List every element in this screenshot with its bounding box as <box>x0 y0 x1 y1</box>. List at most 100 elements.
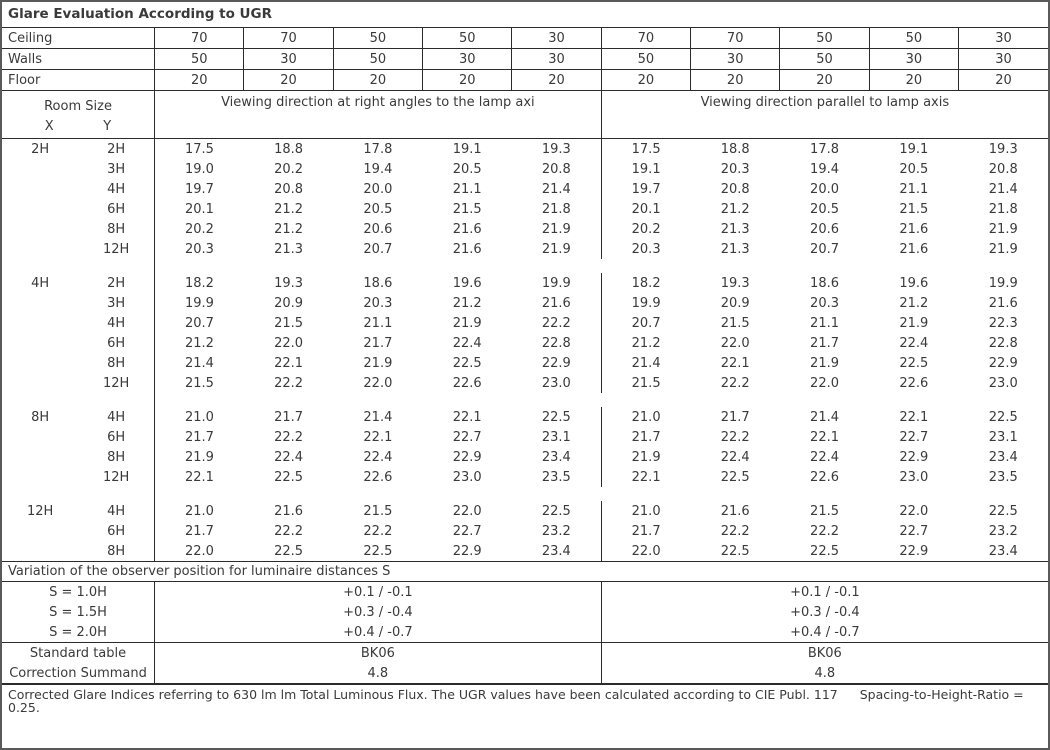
ugr-value: 22.5 <box>988 503 1018 519</box>
correction-summand-value-right: 4.8 <box>601 663 1048 685</box>
ugr-value: 21.9 <box>511 219 602 239</box>
ugr-value: 21.7 <box>810 335 839 351</box>
reflectance-cell: 50 <box>869 27 960 49</box>
reflectance-label-walls: Walls <box>2 48 156 70</box>
room-x-value <box>2 521 78 541</box>
ugr-value: 21.0 <box>185 503 214 519</box>
ugr-value: 17.8 <box>363 141 393 157</box>
room-y-value: 8H <box>78 541 156 562</box>
spacer-cell <box>244 393 333 407</box>
spacer-cell <box>959 393 1048 407</box>
ugr-value: 21.5 <box>899 201 929 217</box>
ugr-value: 18.2 <box>185 275 214 291</box>
ugr-value: 21.2 <box>452 295 482 311</box>
ugr-value: 22.0 <box>810 375 839 391</box>
ugr-value: 22.2 <box>810 523 839 539</box>
table-row: 3H 19.0 20.2 19.4 20.5 20.8 19.1 20.3 19… <box>2 159 1048 179</box>
spacer-cell <box>959 259 1048 273</box>
ugr-value: 22.1 <box>810 429 839 445</box>
ugr-value: 22.9 <box>899 449 929 465</box>
room-x-value <box>2 219 78 239</box>
reflectance-cell: 30 <box>869 48 960 70</box>
title-row: Glare Evaluation According to UGR <box>2 2 1048 28</box>
ugr-value: 20.1 <box>631 201 661 217</box>
ugr-value: 21.4 <box>631 355 661 371</box>
room-size-header: Room Size X Y <box>2 90 156 139</box>
ugr-value: 21.4 <box>810 409 839 425</box>
spacer-cell <box>512 487 601 501</box>
ugr-value: 17.8 <box>810 141 839 157</box>
room-size-axes: X Y <box>2 120 154 133</box>
page-title: Glare Evaluation According to UGR <box>2 2 1048 28</box>
ugr-value: 21.7 <box>274 409 304 425</box>
footer-spacing-ratio: Spacing-to-Height-Ratio = 0.25. <box>8 687 1024 715</box>
ugr-value: 19.3 <box>511 138 602 159</box>
ugr-value: 22.0 <box>363 375 393 391</box>
ugr-value: 21.6 <box>988 295 1018 311</box>
ugr-value: 21.9 <box>988 241 1018 257</box>
table-row: 12H 20.3 21.3 20.7 21.6 21.9 20.3 21.3 2… <box>2 239 1048 259</box>
ugr-value: 21.6 <box>899 221 929 237</box>
room-y-value: 6H <box>78 333 156 353</box>
spacer-cell <box>869 259 958 273</box>
ugr-value: 20.8 <box>274 181 304 197</box>
spacer-cell <box>78 487 156 501</box>
footer-row: Corrected Glare Indices referring to 630… <box>2 684 1048 714</box>
ugr-value: 20.7 <box>631 315 661 331</box>
ugr-value: 22.5 <box>274 469 304 485</box>
ugr-value: 21.7 <box>631 429 661 445</box>
variation-value-right: +0.3 / -0.4 <box>790 604 860 620</box>
spacer-cell <box>601 393 690 407</box>
ugr-value: 21.9 <box>363 355 393 371</box>
ugr-value: 18.8 <box>720 141 750 157</box>
reflectance-cell: 50 <box>333 27 424 49</box>
reflectance-cell: 50 <box>779 27 870 49</box>
room-x-value <box>2 373 78 393</box>
variation-value-right: +0.1 / -0.1 <box>790 584 860 600</box>
ugr-value: 21.7 <box>185 429 214 445</box>
ugr-value: 21.3 <box>274 241 304 257</box>
ugr-value: 18.8 <box>274 141 304 157</box>
ugr-value: 21.5 <box>720 315 750 331</box>
ugr-value: 19.3 <box>988 141 1018 157</box>
ugr-table-body: Glare Evaluation According to UGR Ceilin… <box>2 2 1048 714</box>
ugr-value: 22.2 <box>274 429 304 445</box>
ugr-value: 21.6 <box>452 221 482 237</box>
room-size-y-label: Y <box>103 118 112 134</box>
ugr-value: 21.2 <box>185 335 214 351</box>
ugr-value: 20.3 <box>631 241 661 257</box>
ugr-value: 20.5 <box>452 161 482 177</box>
room-x-value <box>2 159 78 179</box>
spacer-cell <box>423 487 512 501</box>
variation-label: S = 1.5H <box>2 602 156 622</box>
ugr-value: 22.1 <box>452 409 482 425</box>
footer-note-cell: Corrected Glare Indices referring to 630… <box>2 684 1048 714</box>
ugr-value: 19.4 <box>363 161 393 177</box>
reflectance-cell: 30 <box>690 48 781 70</box>
ugr-value: 19.9 <box>988 275 1018 291</box>
table-row: 4H 19.7 20.8 20.0 21.1 21.4 19.7 20.8 20… <box>2 179 1048 199</box>
room-y-value: 6H <box>78 521 156 541</box>
standard-table-label: Standard table <box>2 642 156 663</box>
ugr-value: 22.6 <box>810 469 839 485</box>
reflectance-cell: 20 <box>333 69 424 91</box>
ugr-value: 22.7 <box>899 523 929 539</box>
ugr-value: 23.2 <box>511 521 602 541</box>
ugr-table: Glare Evaluation According to UGR Ceilin… <box>2 2 1048 714</box>
correction-summand-row: Correction Summand 4.8 4.8 <box>2 663 1048 685</box>
block-spacer <box>2 487 1048 501</box>
spacer-cell <box>244 259 333 273</box>
table-row: 2H 2H 17.5 18.8 17.8 19.1 19.3 17.5 18.8… <box>2 138 1048 159</box>
reflectance-cell: 20 <box>958 69 1048 91</box>
ugr-value: 21.0 <box>631 409 661 425</box>
block-spacer <box>2 393 1048 407</box>
ugr-value: 22.2 <box>274 523 304 539</box>
room-y-value: 12H <box>78 239 156 259</box>
spacer-cell <box>601 259 690 273</box>
ugr-value: 22.7 <box>452 429 482 445</box>
ugr-value: 20.7 <box>363 241 393 257</box>
ugr-value: 19.7 <box>185 181 214 197</box>
viewing-direction-perpendicular-header: Viewing direction at right angles to the… <box>154 90 602 139</box>
reflectance-cell: 50 <box>422 27 513 49</box>
